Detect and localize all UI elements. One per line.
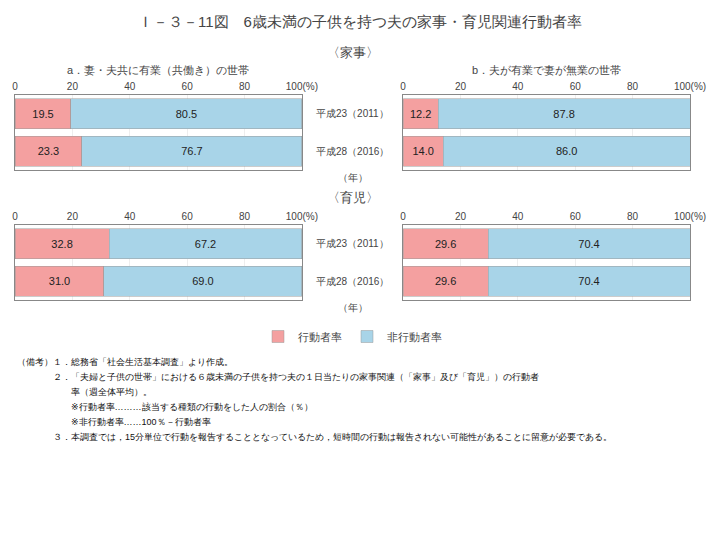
svg-text:86.0: 86.0 bbox=[556, 145, 577, 157]
svg-text:40: 40 bbox=[124, 211, 136, 222]
svg-text:非行動者率: 非行動者率 bbox=[387, 331, 442, 343]
svg-text:Ｉ－３－11図 6歳未満の子供を持つ夫の家事・育児関連行動者: Ｉ－３－11図 6歳未満の子供を持つ夫の家事・育児関連行動者率 bbox=[138, 13, 582, 30]
svg-text:行動者率: 行動者率 bbox=[298, 331, 342, 343]
svg-text:〈育児〉: 〈育児〉 bbox=[327, 190, 379, 205]
svg-text:※行動者率………該当する種類の行動をした人の割合（％）: ※行動者率………該当する種類の行動をした人の割合（％） bbox=[17, 402, 313, 412]
svg-text:32.8: 32.8 bbox=[51, 238, 72, 250]
svg-text:20: 20 bbox=[67, 211, 79, 222]
svg-text:80: 80 bbox=[239, 81, 251, 92]
svg-text:100(%): 100(%) bbox=[674, 81, 706, 92]
svg-text:〈家事〉: 〈家事〉 bbox=[327, 45, 379, 60]
svg-text:12.2: 12.2 bbox=[410, 108, 431, 120]
svg-text:３．本調査では，15分単位で行動を報告することとなっているた: ３．本調査では，15分単位で行動を報告することとなっているため，短時間の行動は報… bbox=[17, 432, 612, 442]
svg-text:（備考）１．総務省「社会生活基本調査」より作成。: （備考）１．総務省「社会生活基本調査」より作成。 bbox=[17, 357, 233, 367]
svg-text:20: 20 bbox=[455, 81, 467, 92]
svg-text:0: 0 bbox=[400, 81, 406, 92]
svg-text:19.5: 19.5 bbox=[32, 108, 53, 120]
svg-text:60: 60 bbox=[570, 81, 582, 92]
svg-text:100(%): 100(%) bbox=[286, 211, 318, 222]
svg-text:40: 40 bbox=[124, 81, 136, 92]
svg-text:平成23（2011）: 平成23（2011） bbox=[316, 238, 389, 249]
svg-text:67.2: 67.2 bbox=[195, 238, 216, 250]
svg-text:平成23（2011）: 平成23（2011） bbox=[316, 108, 389, 119]
svg-text:31.0: 31.0 bbox=[49, 275, 70, 287]
svg-text:23.3: 23.3 bbox=[38, 145, 59, 157]
svg-text:0: 0 bbox=[12, 211, 18, 222]
svg-text:（年）: （年） bbox=[338, 302, 368, 313]
svg-text:60: 60 bbox=[182, 81, 194, 92]
svg-text:40: 40 bbox=[512, 81, 524, 92]
svg-text:20: 20 bbox=[67, 81, 79, 92]
svg-text:２．「夫婦と子供の世帯」における６歳未満の子供を持つ夫の１日: ２．「夫婦と子供の世帯」における６歳未満の子供を持つ夫の１日当たりの家事関連（「… bbox=[17, 372, 539, 382]
svg-text:87.8: 87.8 bbox=[553, 108, 574, 120]
svg-text:70.4: 70.4 bbox=[578, 275, 599, 287]
svg-text:（年）: （年） bbox=[338, 172, 368, 183]
svg-text:0: 0 bbox=[400, 211, 406, 222]
svg-text:29.6: 29.6 bbox=[435, 275, 456, 287]
svg-text:20: 20 bbox=[455, 211, 467, 222]
svg-text:14.0: 14.0 bbox=[412, 145, 433, 157]
svg-text:76.7: 76.7 bbox=[181, 145, 202, 157]
svg-text:a．妻・夫共に有業（共働き）の世帯: a．妻・夫共に有業（共働き）の世帯 bbox=[67, 64, 249, 76]
svg-text:29.6: 29.6 bbox=[435, 238, 456, 250]
svg-text:※非行動者率……100％－行動者率: ※非行動者率……100％－行動者率 bbox=[17, 417, 211, 427]
svg-text:70.4: 70.4 bbox=[578, 238, 599, 250]
svg-text:b．夫が有業で妻が無業の世帯: b．夫が有業で妻が無業の世帯 bbox=[472, 64, 621, 76]
svg-text:80: 80 bbox=[627, 211, 639, 222]
svg-text:80.5: 80.5 bbox=[176, 108, 197, 120]
svg-text:80: 80 bbox=[627, 81, 639, 92]
svg-text:率（週全体平均）。: 率（週全体平均）。 bbox=[17, 387, 152, 397]
svg-text:100(%): 100(%) bbox=[286, 81, 318, 92]
svg-text:40: 40 bbox=[512, 211, 524, 222]
svg-text:平成28（2016）: 平成28（2016） bbox=[316, 146, 389, 157]
svg-text:60: 60 bbox=[182, 211, 194, 222]
svg-text:平成28（2016）: 平成28（2016） bbox=[316, 276, 389, 287]
svg-text:100(%): 100(%) bbox=[674, 211, 706, 222]
svg-text:0: 0 bbox=[12, 81, 18, 92]
svg-text:80: 80 bbox=[239, 211, 251, 222]
svg-text:60: 60 bbox=[570, 211, 582, 222]
svg-text:69.0: 69.0 bbox=[192, 275, 213, 287]
